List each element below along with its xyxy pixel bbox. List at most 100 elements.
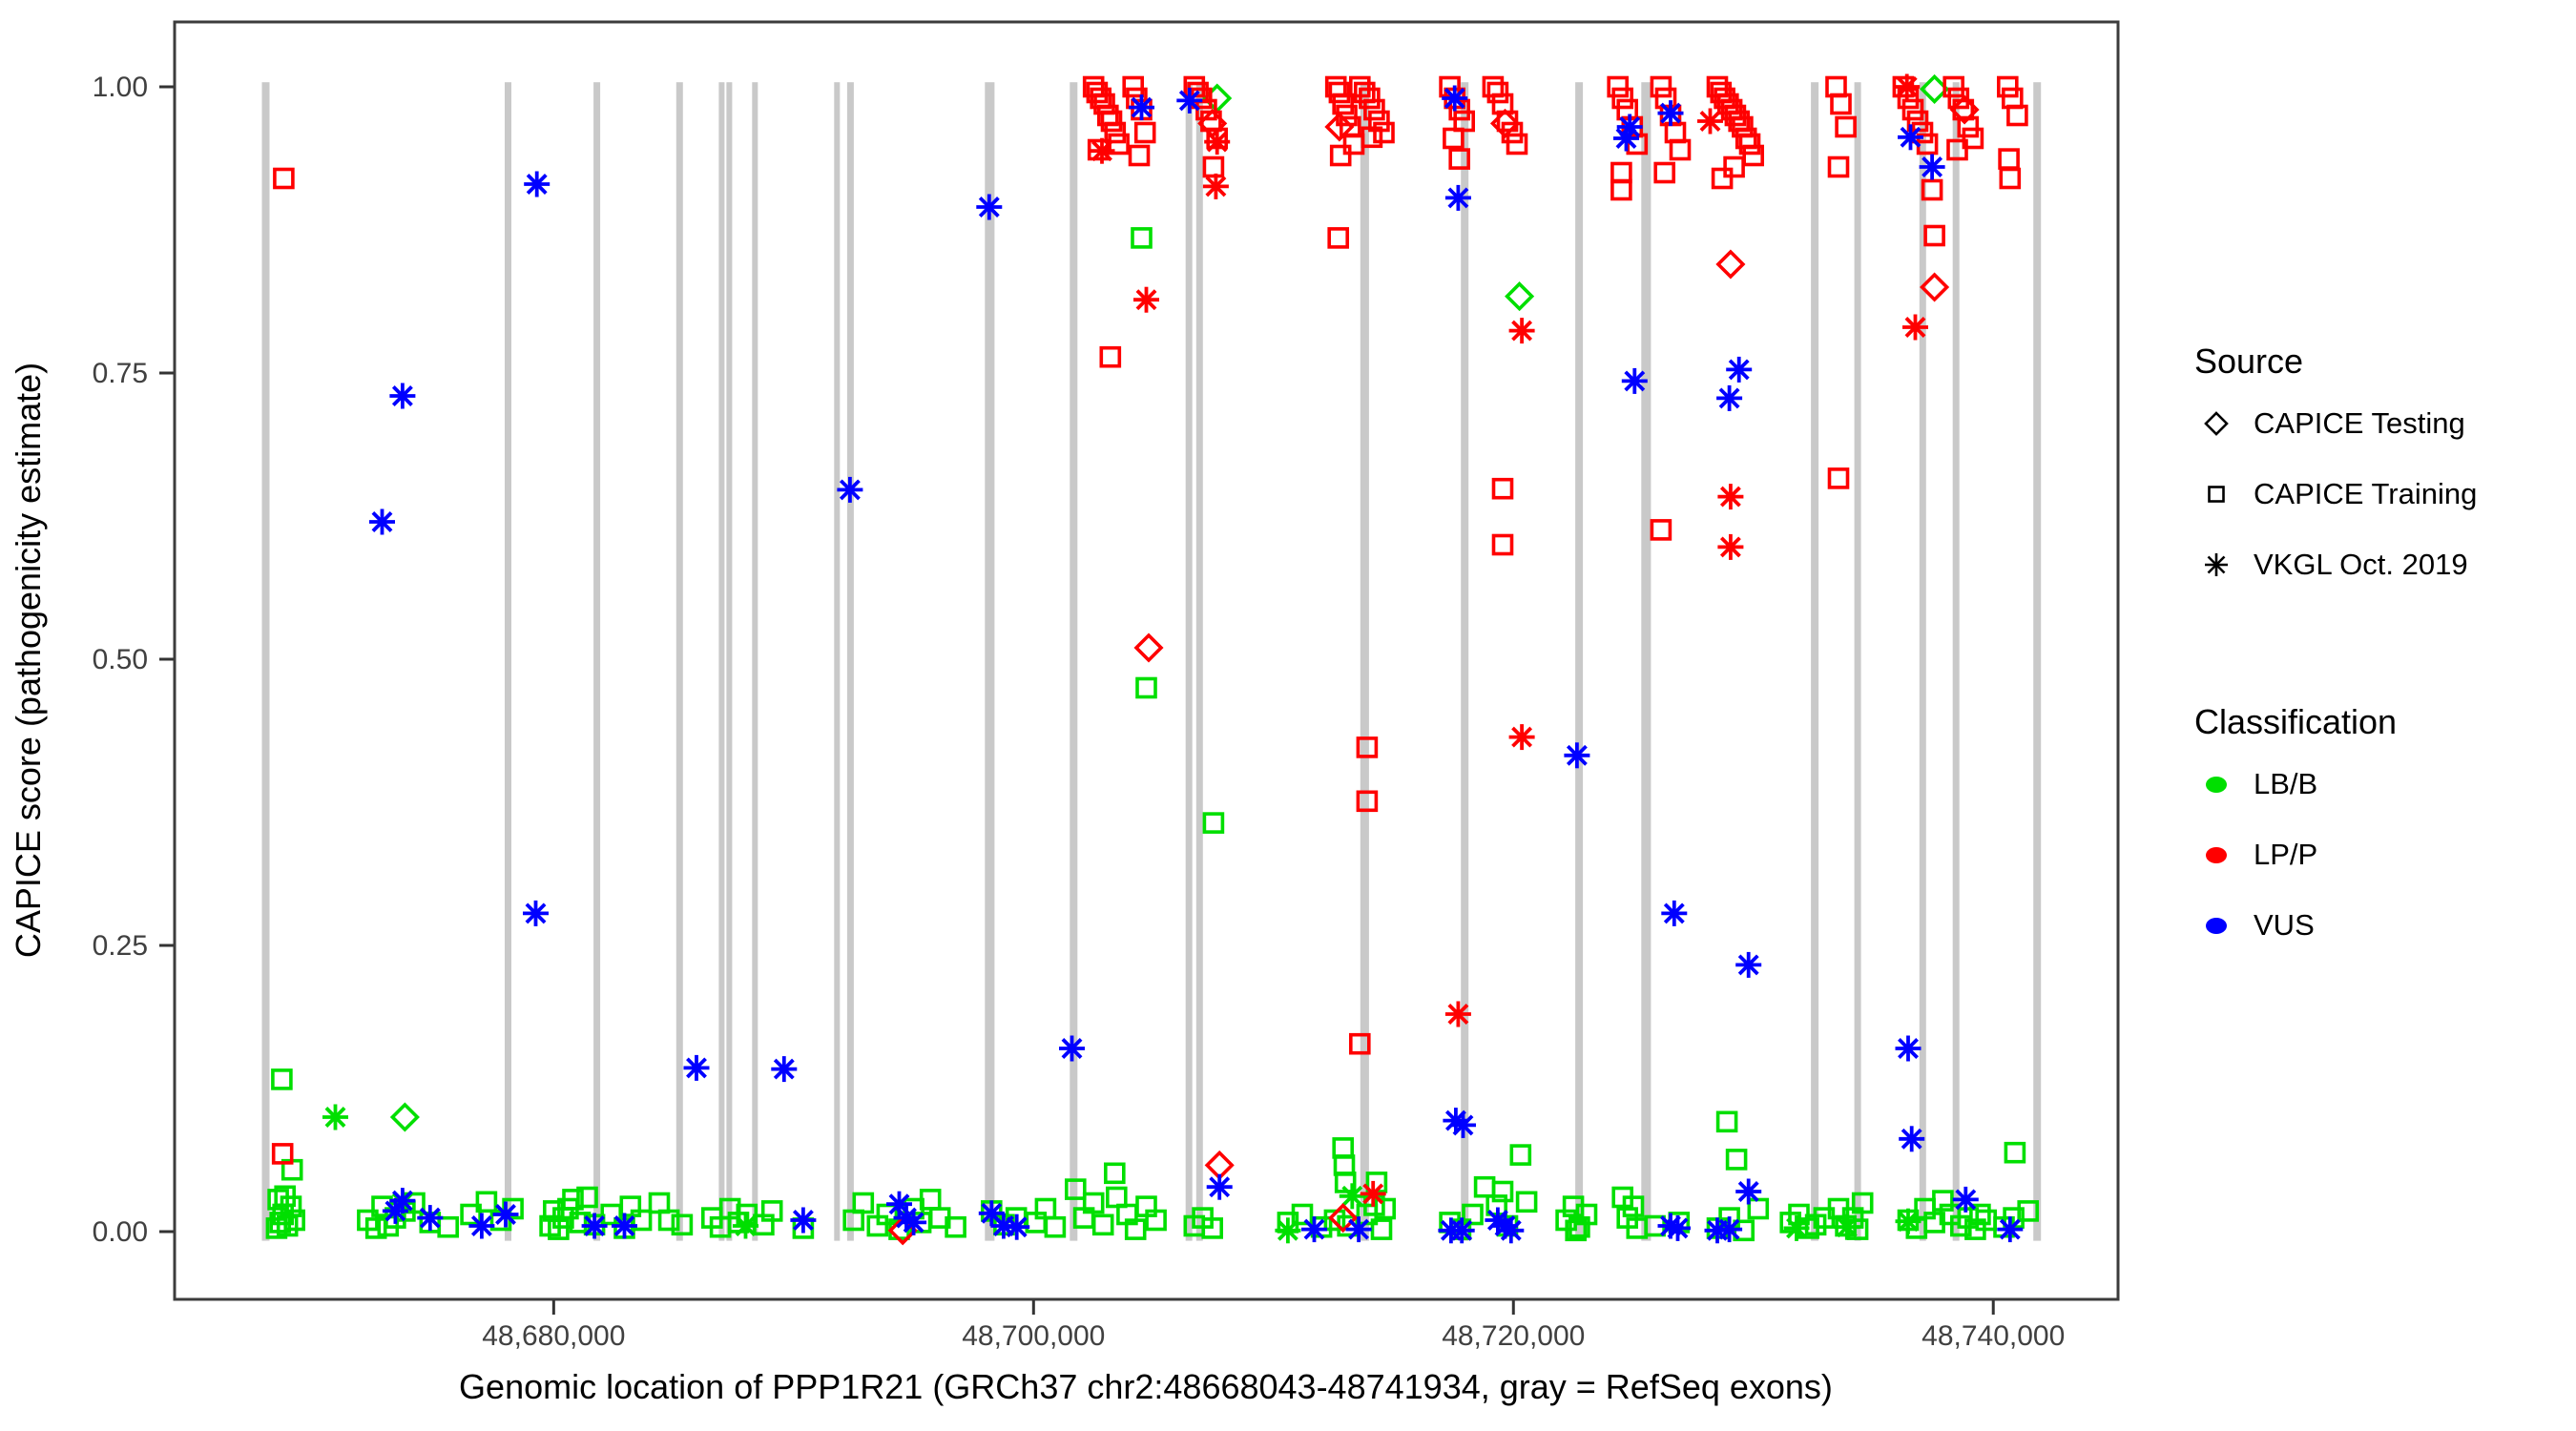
data-point [1611, 87, 1633, 110]
data-point [1920, 272, 1950, 302]
asterisk-marker-icon [2194, 549, 2238, 581]
legend-item-label: CAPICE Training [2254, 477, 2478, 510]
data-point [1957, 115, 1980, 138]
data-point [1329, 144, 1352, 167]
data-point [612, 1213, 637, 1239]
data-point [671, 1213, 694, 1236]
legend-classification-title: Classification [2194, 702, 2398, 741]
data-point [1099, 345, 1122, 368]
data-point [1947, 87, 1970, 110]
legend: Source CAPICE Testing CAPICE Training [2194, 342, 2477, 979]
data-point [1505, 281, 1535, 312]
data-point [648, 1192, 671, 1214]
exon-bar [846, 82, 854, 1241]
exon-bar [1952, 82, 1960, 1241]
data-point [760, 1200, 783, 1222]
exon-bar [2033, 82, 2042, 1241]
data-point [1717, 533, 1744, 560]
lbb-color-dot-icon [2206, 776, 2227, 793]
data-point [322, 1104, 348, 1130]
data-point [1442, 85, 1468, 112]
exon-bar [1461, 82, 1469, 1241]
data-point [1065, 1178, 1087, 1200]
data-point [1735, 1178, 1762, 1205]
data-point [1565, 1219, 1587, 1242]
data-point [1825, 75, 1847, 98]
data-point [1717, 93, 1739, 115]
data-point [1665, 1214, 1691, 1241]
data-point [1359, 87, 1381, 110]
data-point [1921, 178, 1943, 201]
data-point [1291, 1203, 1314, 1226]
data-point [1323, 1209, 1346, 1232]
data-point [2004, 1141, 2026, 1164]
data-point [1827, 156, 1850, 178]
data-point [1715, 1110, 1738, 1133]
data-point [1122, 75, 1144, 98]
data-point [1568, 1215, 1590, 1238]
data-point [1669, 138, 1692, 161]
data-point [1496, 110, 1519, 133]
data-point [1204, 129, 1231, 156]
y-tick-label: 0.75 [93, 358, 148, 389]
x-tick-label: 48,700,000 [962, 1320, 1105, 1352]
exon-bar [1919, 82, 1926, 1241]
legend-item-label: CAPICE Testing [2254, 406, 2465, 440]
data-point [1176, 87, 1203, 114]
data-point [1202, 173, 1229, 199]
data-point [1448, 1217, 1475, 1244]
data-point [1715, 249, 1746, 280]
data-point [1360, 1180, 1386, 1207]
data-point [771, 1056, 798, 1083]
data-point [1342, 133, 1365, 156]
data-point [1997, 75, 2019, 98]
data-point [1932, 1190, 1954, 1212]
data-point [1106, 1186, 1128, 1209]
data-point [468, 1213, 495, 1239]
data-point [1082, 1192, 1105, 1214]
data-point [1206, 1173, 1233, 1200]
data-point [1919, 154, 1945, 180]
data-point [1482, 75, 1505, 98]
data-point [2002, 87, 2024, 110]
data-point [523, 900, 549, 926]
data-point [1716, 384, 1743, 411]
exon-bar [718, 82, 725, 1241]
data-point [581, 1213, 608, 1239]
data-point [1899, 1126, 1925, 1152]
data-points-layer [265, 73, 2039, 1246]
data-point [1738, 133, 1761, 156]
data-point [1969, 1203, 1991, 1226]
diamond-marker-icon [2194, 407, 2238, 440]
data-point [283, 1209, 306, 1232]
legend-item-lpp: LP/P [2194, 838, 2477, 872]
data-point [837, 476, 863, 503]
data-point [1742, 144, 1764, 167]
legend-item-vus: VUS [2194, 908, 2477, 943]
data-point [1129, 94, 1154, 121]
data-point [1448, 148, 1470, 170]
data-point [1610, 178, 1632, 201]
data-point [1711, 167, 1734, 190]
data-point [976, 194, 1003, 220]
data-point [1327, 227, 1349, 249]
data-point [1332, 93, 1354, 115]
data-point [1444, 184, 1471, 211]
data-point [1607, 75, 1629, 98]
data-point [790, 1207, 817, 1234]
x-tick-label: 48,740,000 [1922, 1320, 2065, 1352]
x-axis-title: Genomic location of PPP1R21 (GRCh37 chr2… [459, 1367, 1833, 1406]
data-point [1082, 75, 1105, 98]
data-point [1901, 98, 1924, 121]
data-point [492, 1201, 519, 1228]
data-point [1202, 156, 1225, 178]
data-point [1720, 98, 1743, 121]
data-point [548, 1218, 570, 1240]
data-point [1622, 1195, 1645, 1217]
data-point [1506, 133, 1528, 156]
data-point [683, 1054, 710, 1081]
exon-bar [1360, 82, 1369, 1241]
data-point [1661, 900, 1688, 926]
data-point [1145, 1209, 1167, 1232]
